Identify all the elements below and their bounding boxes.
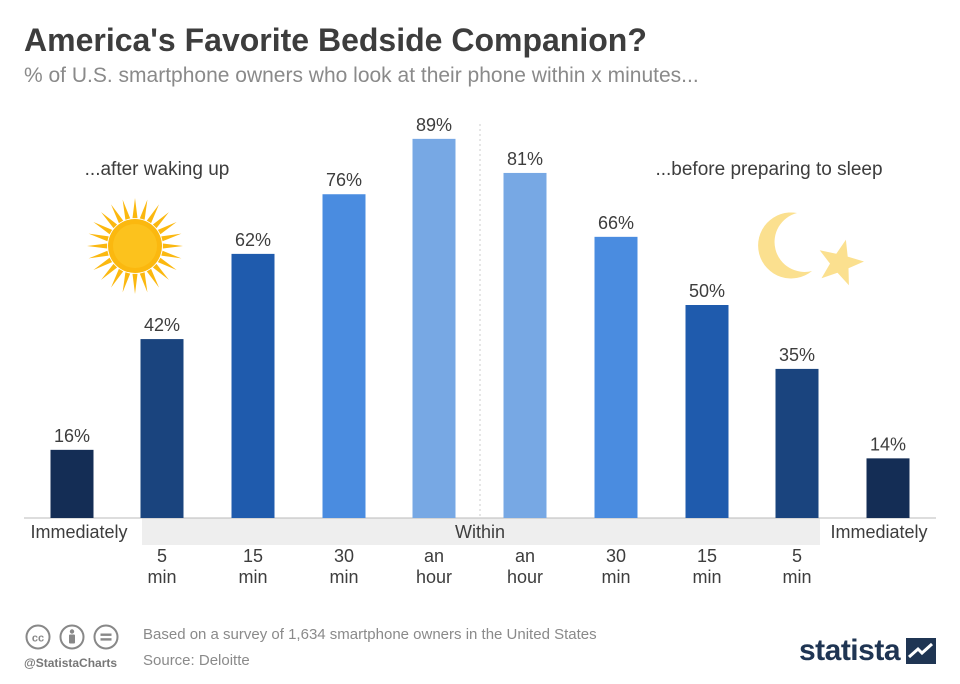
- category-label: Immediately: [830, 522, 927, 542]
- bar: [503, 172, 547, 518]
- category-label: 5: [157, 546, 167, 566]
- before-sleep-caption: ...before preparing to sleep: [655, 159, 882, 180]
- category-label: 15: [697, 546, 717, 566]
- chart-title: America's Favorite Bedside Companion?: [24, 22, 647, 58]
- chart-subtitle: % of U.S. smartphone owners who look at …: [24, 64, 699, 87]
- source-note: Source: Deloitte: [143, 652, 250, 669]
- bar-value-label: 62%: [235, 230, 271, 250]
- creative-commons-icon[interactable]: cc: [25, 624, 51, 650]
- within-band: [142, 518, 820, 545]
- category-label: min: [329, 567, 358, 587]
- bar-value-label: 42%: [144, 315, 180, 335]
- star-icon: [819, 239, 864, 286]
- category-label: 30: [334, 546, 354, 566]
- svg-text:cc: cc: [32, 633, 44, 645]
- bar-value-label: 35%: [779, 345, 815, 365]
- bar-value-label: 16%: [54, 426, 90, 446]
- bar: [866, 458, 910, 518]
- bar: [231, 253, 275, 518]
- crescent-moon-icon: [758, 212, 812, 279]
- bar-value-label: 81%: [507, 149, 543, 169]
- brand-name: statista: [798, 634, 901, 667]
- category-label: hour: [416, 567, 452, 587]
- category-label: hour: [507, 567, 543, 587]
- statista-logo-icon: [906, 638, 936, 664]
- category-label: min: [782, 567, 811, 587]
- within-label: Within: [455, 522, 505, 542]
- category-label: min: [147, 567, 176, 587]
- category-label: 5: [792, 546, 802, 566]
- bar: [140, 339, 184, 518]
- category-label: an: [515, 546, 535, 566]
- sun-icon: [87, 198, 183, 294]
- bar: [412, 138, 456, 519]
- category-label: 30: [606, 546, 626, 566]
- bar: [685, 305, 729, 518]
- category-label: 15: [243, 546, 263, 566]
- no-derivatives-icon[interactable]: [93, 624, 119, 650]
- category-label: min: [692, 567, 721, 587]
- bar: [775, 368, 819, 518]
- bar-value-label: 50%: [689, 281, 725, 301]
- bar-value-label: 76%: [326, 170, 362, 190]
- bar-value-label: 66%: [598, 213, 634, 233]
- survey-note: Based on a survey of 1,634 smartphone ow…: [143, 626, 597, 643]
- bar: [322, 194, 366, 519]
- attribution-icon[interactable]: [59, 624, 85, 650]
- category-label: an: [424, 546, 444, 566]
- after-waking-caption: ...after waking up: [85, 159, 230, 180]
- bar: [594, 236, 638, 518]
- bar-value-label: 14%: [870, 434, 906, 454]
- category-label: min: [238, 567, 267, 587]
- statista-brand[interactable]: statista: [799, 636, 936, 666]
- bar: [50, 449, 94, 518]
- twitter-handle[interactable]: @StatistaCharts: [24, 656, 118, 670]
- category-label: Immediately: [30, 522, 127, 542]
- category-label: min: [601, 567, 630, 587]
- bar-value-label: 89%: [416, 115, 452, 135]
